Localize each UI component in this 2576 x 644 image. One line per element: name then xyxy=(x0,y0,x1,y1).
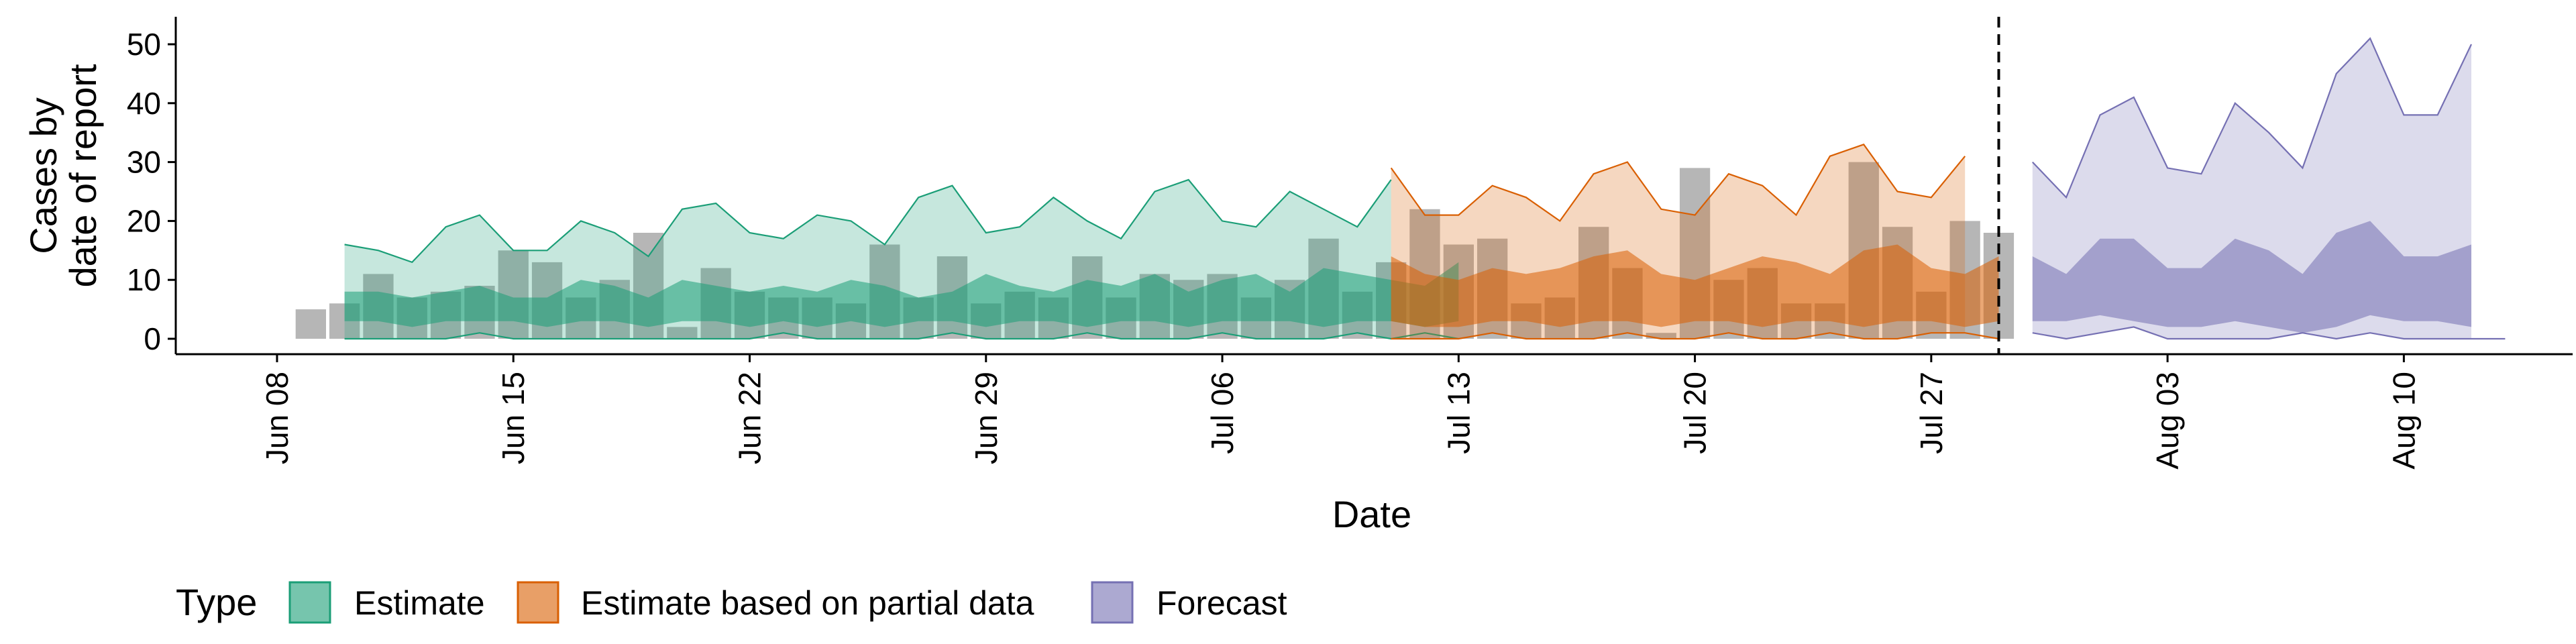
legend-key-forecast xyxy=(1091,581,1134,624)
x-tick-label: Aug 03 xyxy=(2150,372,2185,470)
upper-line-estimate-based-on-partial-data xyxy=(1390,143,1966,222)
y-axis-title-line-1: Cases by xyxy=(22,97,64,254)
y-tick-label: 40 xyxy=(127,86,161,121)
x-axis-title: Date xyxy=(1332,493,1411,535)
band-inner-estimate-based-on-partial-data xyxy=(1391,244,1999,327)
x-tick-label: Jul 27 xyxy=(1914,372,1949,454)
x-tick-label: Jun 08 xyxy=(260,372,294,464)
x-tick-label: Jun 29 xyxy=(969,372,1004,464)
legend-label-estimate: Estimate xyxy=(354,584,485,622)
band-inner-estimate xyxy=(344,262,1459,327)
lower-line-estimate-based-on-partial-data xyxy=(1391,332,1999,340)
x-tick-label: Jun 22 xyxy=(733,372,767,464)
legend-label-partial: Estimate based on partial data xyxy=(581,584,1034,622)
axes: 0 10 20 30 40 50 Jun 08 Jun 15 Jun 22 Jun 29 Jul 0… xyxy=(127,17,2573,470)
x-tick-label: Aug 10 xyxy=(2386,372,2421,470)
legend-label-forecast: Forecast xyxy=(1157,584,1287,622)
lower-line-forecast xyxy=(2032,326,2506,340)
plot-area xyxy=(295,17,2506,354)
upper-line-estimate xyxy=(344,178,1392,264)
observed-bar xyxy=(295,309,326,339)
observed-bar xyxy=(1646,333,1676,339)
x-tick-label: Jul 06 xyxy=(1205,372,1240,454)
upper-line-forecast xyxy=(2032,37,2472,199)
legend-key-partial xyxy=(517,581,559,624)
y-tick-label: 20 xyxy=(127,203,161,238)
x-tick-label: Jun 15 xyxy=(496,372,531,464)
legend-title: Type xyxy=(176,581,257,623)
x-tick-label: Jul 20 xyxy=(1678,372,1713,454)
y-tick-label: 0 xyxy=(144,321,161,356)
lower-line-estimate xyxy=(344,332,1459,340)
observed-bar xyxy=(667,327,698,339)
band-inner-forecast xyxy=(2032,221,2471,333)
y-tick-label: 30 xyxy=(127,145,161,180)
y-tick-label: 10 xyxy=(127,262,161,297)
y-tick-label: 50 xyxy=(127,27,161,62)
x-tick-label: Jul 13 xyxy=(1441,372,1476,454)
y-axis-title-line-2: date of report xyxy=(62,64,104,288)
legend-key-estimate xyxy=(288,581,331,624)
legend: Type Estimate Estimate based on partial … xyxy=(176,581,1287,624)
